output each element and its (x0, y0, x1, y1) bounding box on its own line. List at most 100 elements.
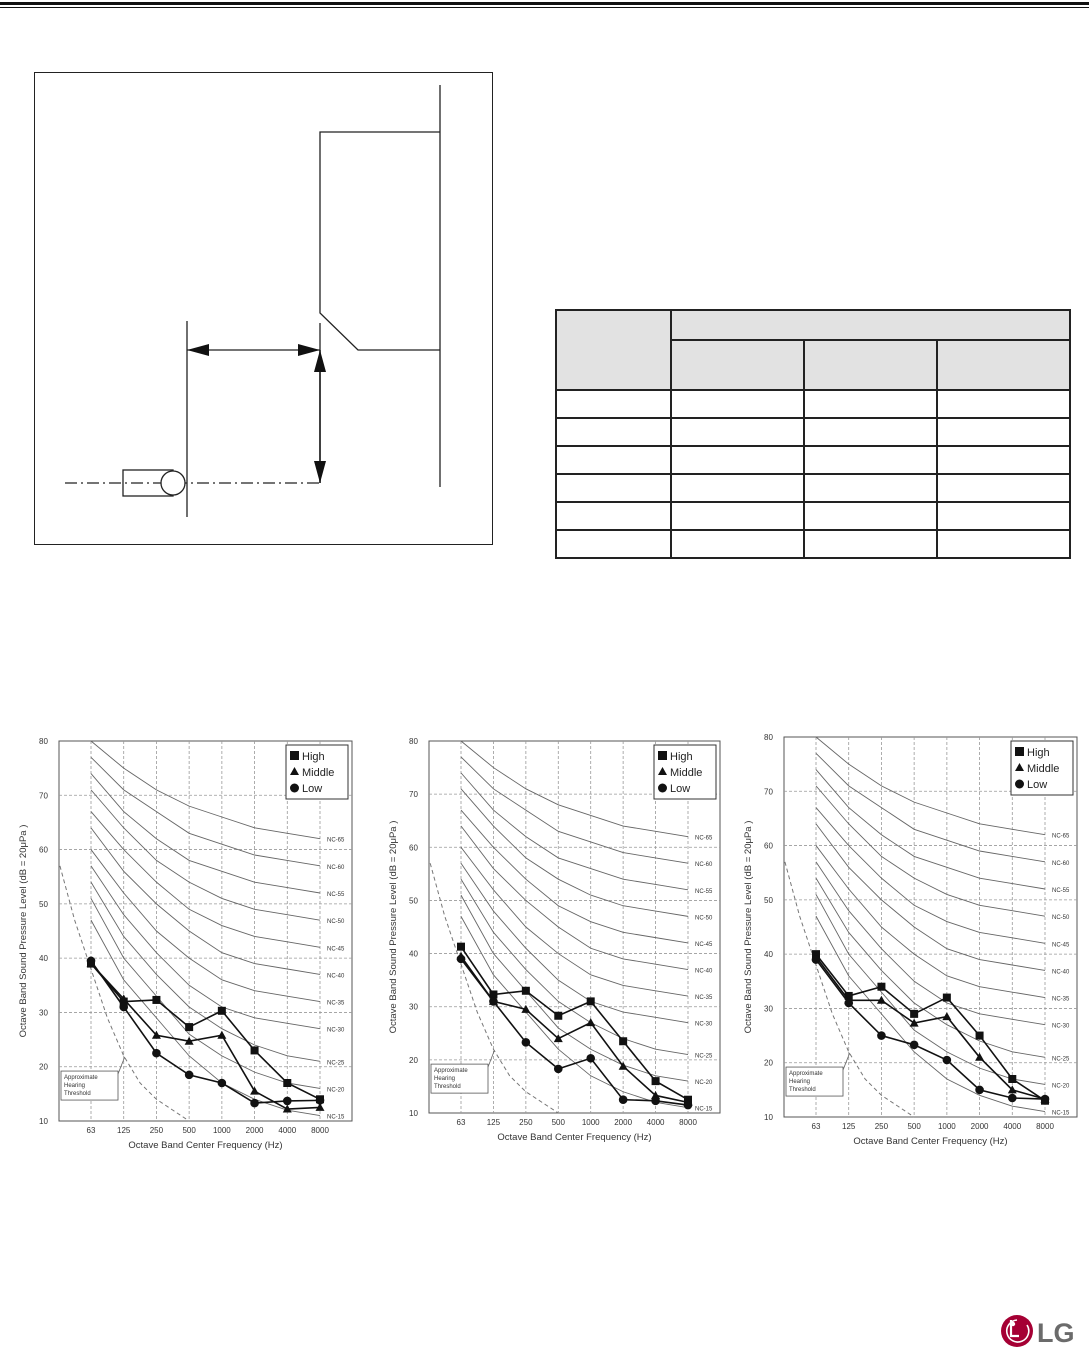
table-row (555, 473, 1071, 503)
series-line-middle (460, 955, 689, 1104)
data-point-low (877, 1031, 886, 1040)
table-subheader-cell (936, 339, 1071, 391)
x-tick-label: 1000 (213, 1126, 231, 1135)
nc-curve (815, 785, 1046, 917)
nc-curve (815, 894, 1046, 1085)
series-line-high (90, 963, 321, 1101)
data-point-high (619, 1037, 628, 1046)
nc-curve-label: NC-60 (695, 862, 713, 868)
data-point-high (457, 942, 465, 951)
data-point-middle (586, 1018, 596, 1027)
nc-curve (90, 756, 321, 867)
data-point-low (586, 1053, 596, 1063)
data-point-low (217, 1078, 227, 1088)
nc-curve (90, 881, 321, 1062)
x-tick-label: 125 (842, 1122, 856, 1131)
table-row (555, 445, 1071, 475)
data-point-middle (553, 1034, 563, 1043)
y-axis-label: Octave Band Sound Pressure Level (dB = 2… (18, 825, 29, 1038)
series-line-low (815, 959, 1046, 1100)
data-point-middle (1007, 1085, 1017, 1094)
nc-curve (815, 823, 1046, 971)
series-line-high (815, 953, 1046, 1102)
data-point-low (521, 1038, 531, 1047)
nc-curve-label: NC-60 (1052, 861, 1070, 867)
clearance-diagram-drawing (65, 85, 441, 517)
data-point-high (1008, 1075, 1017, 1083)
nc-curve (90, 811, 321, 948)
legend-label: Middle (302, 767, 334, 779)
plot-frame (58, 740, 353, 1122)
nc-curve (90, 827, 321, 975)
nc-curve (90, 773, 321, 894)
x-tick-label: 125 (487, 1118, 501, 1127)
x-tick-label: 500 (552, 1118, 566, 1127)
nc-curve (460, 756, 689, 864)
clearance-diagram (34, 72, 493, 545)
nc-curve-label: NC-50 (695, 915, 713, 921)
x-tick-label: 8000 (1036, 1122, 1054, 1131)
y-tick-label: 50 (39, 900, 48, 909)
nc-curve (460, 788, 689, 917)
nc-curve-label: NC-30 (327, 1028, 345, 1034)
hearing-threshold-label: Hearing (789, 1079, 810, 1085)
x-tick-label: 2000 (971, 1122, 989, 1131)
data-point-middle (119, 994, 129, 1003)
hearing-threshold-box (60, 1070, 119, 1101)
data-point-high (554, 1011, 563, 1020)
series-line-high (460, 946, 689, 1101)
hearing-threshold-label: Approximate (434, 1068, 468, 1074)
legend-label: Middle (670, 767, 702, 779)
series-line-low (90, 960, 321, 1104)
x-tick-label: 2000 (614, 1118, 632, 1127)
nc-curve (460, 740, 689, 838)
x-tick-label: 8000 (679, 1118, 697, 1127)
data-point-high (651, 1077, 660, 1086)
x-tick-label: 500 (907, 1122, 921, 1131)
y-tick-label: 70 (764, 787, 773, 796)
x-tick-label: 2000 (246, 1126, 264, 1135)
y-tick-label: 50 (409, 896, 418, 905)
y-tick-label: 30 (39, 1008, 48, 1017)
hearing-threshold-label: Threshold (434, 1084, 461, 1090)
hearing-threshold-label: Hearing (434, 1076, 455, 1082)
nc-curve (90, 740, 321, 840)
data-point-low (618, 1095, 628, 1105)
nc-curve-label: NC-20 (695, 1080, 713, 1086)
hearing-threshold-box (785, 1066, 844, 1097)
nc-curve-label: NC-15 (1052, 1111, 1070, 1117)
hearing-threshold-label: Threshold (64, 1091, 91, 1097)
y-tick-label: 20 (409, 1056, 418, 1065)
data-point-low (844, 998, 854, 1008)
data-point-low (250, 1098, 259, 1108)
nc-curve-label: NC-40 (327, 973, 345, 979)
x-tick-label: 4000 (278, 1126, 296, 1135)
table-row (555, 417, 1071, 447)
nc-curve-label: NC-30 (695, 1022, 713, 1028)
x-tick-label: 500 (182, 1126, 196, 1135)
legend-label: High (1027, 747, 1050, 759)
hearing-threshold-pointer (842, 1052, 851, 1071)
legend-square-icon (658, 751, 667, 760)
lg-logo-text: LG (1037, 1318, 1075, 1348)
series-line-middle (815, 956, 1046, 1100)
nc-curve-label: NC-15 (695, 1107, 713, 1113)
legend-label: High (670, 751, 693, 763)
legend-square-icon (1015, 747, 1024, 756)
lg-logo-mark: LG (1001, 1315, 1075, 1348)
data-point-high (283, 1079, 292, 1087)
nc-curve-label: NC-45 (695, 942, 713, 948)
table-header-cell (670, 309, 1071, 341)
x-tick-label: 63 (457, 1118, 466, 1127)
nc-curve (460, 809, 689, 944)
y-tick-label: 60 (409, 843, 418, 852)
legend-circle-icon (290, 783, 299, 793)
x-tick-label: 125 (117, 1126, 131, 1135)
data-point-high (250, 1046, 259, 1055)
legend-label: Middle (1027, 763, 1059, 775)
table-header-cell (555, 309, 672, 391)
data-point-middle (250, 1086, 260, 1095)
hearing-threshold-label: Approximate (789, 1071, 823, 1077)
data-point-middle (282, 1104, 292, 1113)
legend-label: Low (670, 783, 690, 795)
